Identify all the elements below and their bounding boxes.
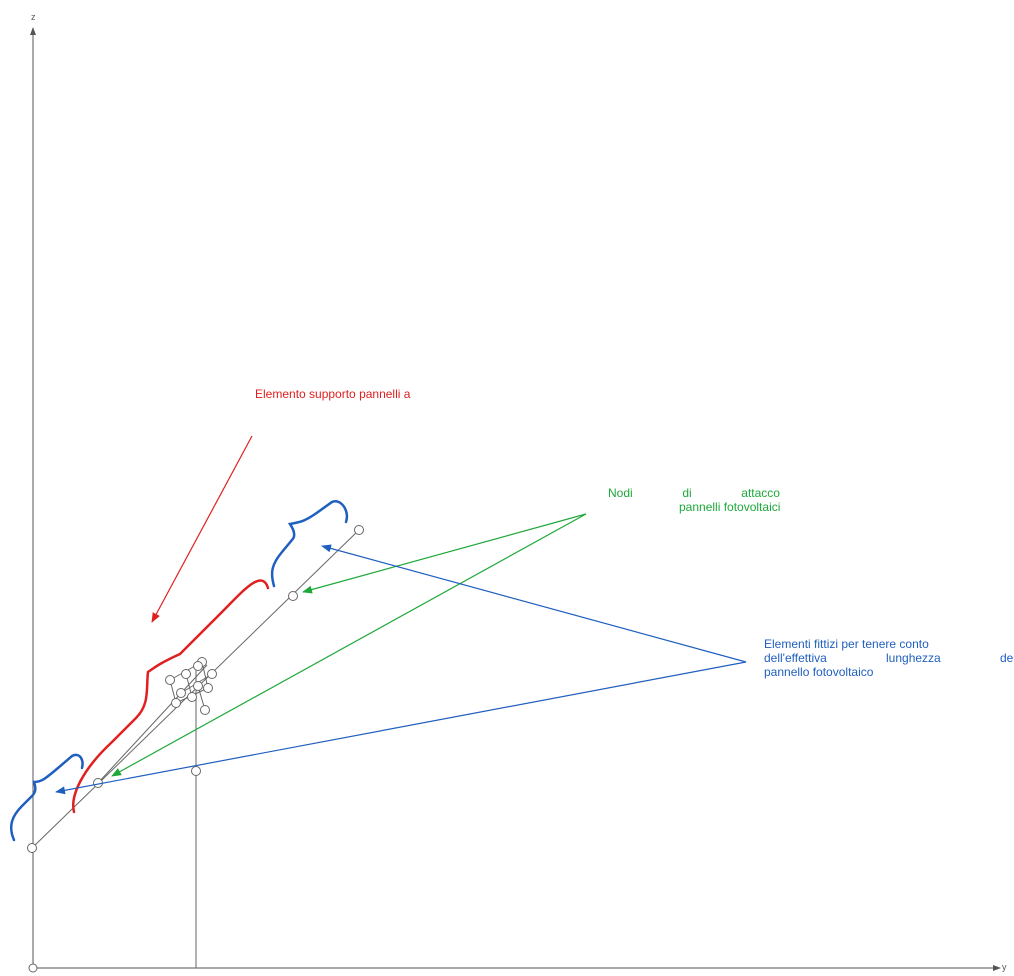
nodes-label-word-1: Nodi bbox=[608, 486, 633, 500]
y-axis-label: y bbox=[1002, 962, 1007, 972]
nodes-label-word-3: attacco bbox=[741, 486, 780, 500]
fictitious-label-word-2: lunghezza bbox=[886, 651, 941, 665]
nodes-label-word-2: di bbox=[682, 486, 692, 500]
fictitious-brace-lower bbox=[10, 753, 84, 842]
nodes-label: Nodi di attacco pannelli fotovoltaici bbox=[608, 486, 830, 514]
nodes bbox=[27, 525, 364, 853]
fictitious-label-word-1: dell'effettiva bbox=[764, 651, 827, 665]
inclined-strut bbox=[97, 664, 208, 784]
fictitious-arrow-upper bbox=[321, 544, 747, 663]
node-post bbox=[191, 766, 201, 776]
fictitious-label-line-1: Elementi fittizi per tenere conto bbox=[764, 637, 929, 651]
node-attach-upper bbox=[288, 591, 298, 601]
fictitious-brace-upper bbox=[270, 499, 349, 588]
node-bottom-end bbox=[27, 843, 37, 853]
support-element-brace bbox=[72, 579, 270, 814]
nodes-arrow-upper bbox=[302, 513, 587, 594]
z-axis-label: z bbox=[31, 12, 36, 22]
support-element-label: Elemento supporto pannelli a bbox=[255, 387, 411, 401]
nodes-arrow-lower bbox=[111, 513, 587, 777]
structure bbox=[31, 529, 360, 968]
nodes-label-line-2: pannelli fotovoltaici bbox=[679, 500, 781, 514]
origin-node bbox=[28, 963, 38, 973]
fictitious-arrow-lower bbox=[55, 661, 747, 795]
support-element-arrow bbox=[151, 435, 253, 623]
node-top-end bbox=[354, 525, 364, 535]
fictitious-elements-label: Elementi fittizi per tenere conto dell'e… bbox=[764, 637, 1014, 679]
fictitious-label-line-3: pannello fotovoltaico bbox=[764, 665, 874, 679]
fictitious-label-word-3: del bbox=[999, 651, 1014, 665]
